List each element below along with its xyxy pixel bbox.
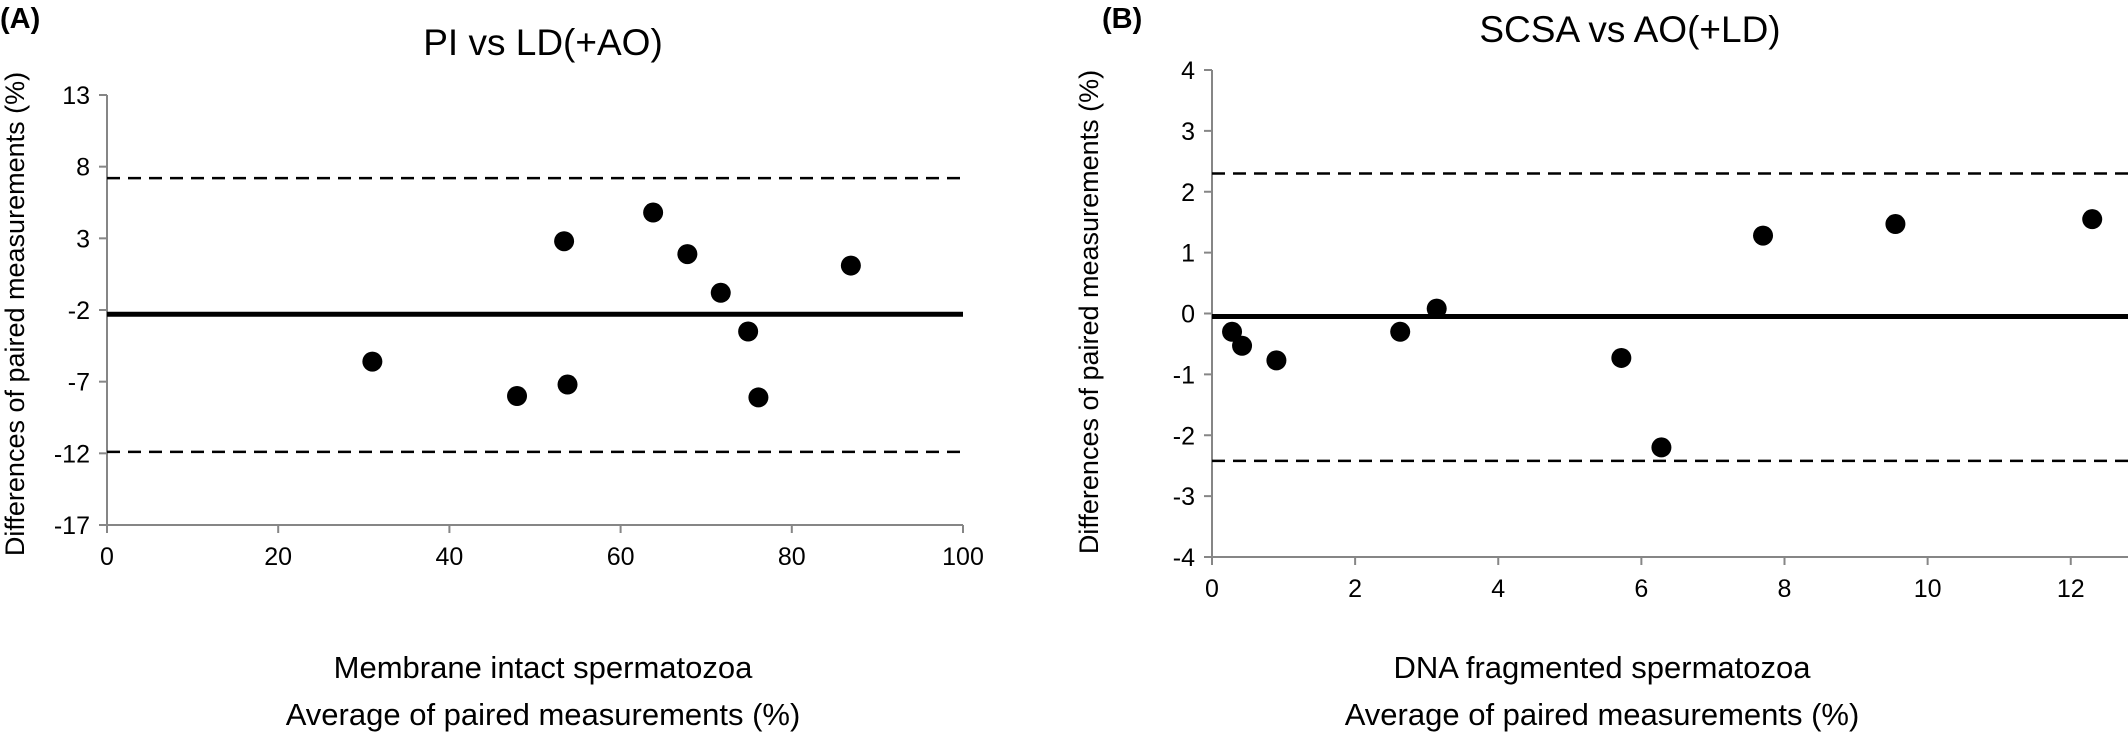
data-point-a — [738, 321, 759, 342]
panel-a: (A) PI vs LD(+AO) Differences of paired … — [0, 3, 984, 732]
chart-title-a: PI vs LD(+AO) — [423, 22, 663, 63]
data-point-b — [1611, 347, 1632, 368]
x-axis-label-b-line1: DNA fragmented spermatozoa — [1394, 650, 1812, 685]
data-point-a — [710, 282, 731, 303]
y-tick-label-b: -2 — [1173, 422, 1195, 450]
data-point-a — [677, 244, 698, 265]
data-point-b — [1426, 298, 1447, 319]
x-tick-label-b: 8 — [1778, 575, 1792, 603]
y-tick-label-b: -3 — [1173, 483, 1195, 511]
data-point-b — [1222, 321, 1243, 342]
x-tick-label-b: 2 — [1348, 575, 1362, 603]
x-tick-label-b: 10 — [1914, 575, 1942, 603]
y-axis-label-a: Differences of paired measurements (%) — [0, 72, 30, 556]
data-point-a — [507, 386, 528, 406]
panel-b: (B) SCSA vs AO(+LD) Differences of paire… — [1074, 3, 2128, 732]
y-tick-label-a: -2 — [68, 297, 90, 325]
data-point-a — [362, 351, 383, 372]
data-point-b — [1266, 350, 1287, 371]
x-tick-label-b: 12 — [2057, 575, 2085, 603]
x-tick-label-b: 0 — [1205, 575, 1219, 603]
data-point-b — [1753, 225, 1774, 246]
data-point-b — [1885, 214, 1906, 235]
x-axis-label-b-line2: Average of paired measurements (%) — [1345, 697, 1860, 732]
x-tick-label-a: 100 — [942, 543, 984, 571]
y-tick-label-b: 1 — [1181, 240, 1195, 268]
data-point-b — [1651, 437, 1672, 458]
x-tick-label-a: 80 — [778, 543, 806, 571]
data-point-a — [748, 387, 769, 408]
panel-label-b: (B) — [1102, 3, 1142, 35]
y-tick-label-b: 2 — [1181, 179, 1195, 207]
y-axis-label-b: Differences of paired measurements (%) — [1074, 70, 1104, 554]
x-tick-label-a: 60 — [607, 543, 635, 571]
y-tick-label-a: 3 — [76, 225, 90, 253]
x-axis-label-a-line1: Membrane intact spermatozoa — [334, 650, 753, 685]
y-tick-label-a: -12 — [54, 440, 90, 468]
y-tick-label-a: -17 — [54, 512, 90, 540]
y-tick-label-a: -7 — [68, 369, 90, 397]
data-point-b — [1232, 335, 1253, 356]
data-point-a — [557, 374, 578, 395]
y-tick-label-a: 13 — [62, 82, 90, 110]
data-point-a — [554, 231, 575, 252]
y-tick-label-b: -4 — [1173, 544, 1195, 572]
data-point-a — [643, 202, 664, 223]
panel-label-a: (A) — [0, 3, 40, 35]
data-point-b — [1390, 321, 1411, 342]
plot-area-a: 13 8 3 -2 -7 -12 -17 0 20 40 60 80 100 — [54, 82, 984, 571]
x-axis-label-a-line2: Average of paired measurements (%) — [286, 697, 801, 732]
y-tick-label-a: 8 — [76, 154, 90, 182]
x-tick-label-a: 0 — [100, 543, 114, 571]
chart-title-b: SCSA vs AO(+LD) — [1479, 9, 1780, 50]
x-tick-label-b: 6 — [1634, 575, 1648, 603]
y-tick-label-b: 3 — [1181, 118, 1195, 146]
x-tick-label-b: 4 — [1491, 575, 1505, 603]
data-point-b — [2082, 209, 2103, 230]
data-point-a — [840, 255, 861, 276]
x-tick-label-a: 20 — [264, 543, 292, 571]
y-tick-label-b: -1 — [1173, 361, 1195, 389]
x-tick-label-a: 40 — [435, 543, 463, 571]
y-tick-label-b: 0 — [1181, 301, 1195, 329]
y-tick-label-b: 4 — [1181, 57, 1195, 85]
